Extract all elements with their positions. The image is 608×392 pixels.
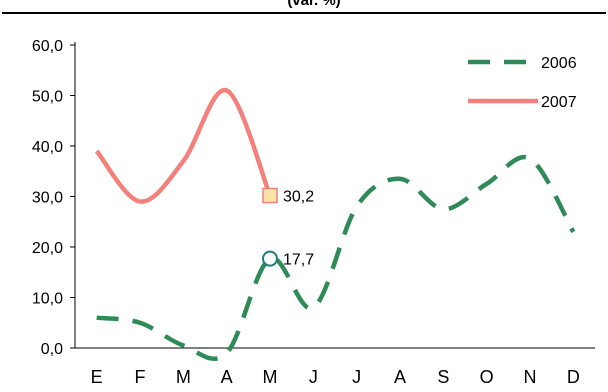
axes: 0,0 10,0 20,0 30,0 40,0 50,0 60,0 E F M A M J J A S O N D xyxy=(32,38,595,387)
legend-label-2007: 2007 xyxy=(541,94,577,111)
y-tick-label: 30,0 xyxy=(32,190,63,207)
y-tick-label: 0,0 xyxy=(41,341,63,358)
marker-2006 xyxy=(262,250,278,267)
x-tick-label: N xyxy=(524,367,537,387)
series-line-2007 xyxy=(94,88,273,204)
y-tick-label: 10,0 xyxy=(32,291,63,308)
y-tick-label: 40,0 xyxy=(32,139,63,156)
y-tick-label: 50,0 xyxy=(32,89,63,106)
x-tick-label: M xyxy=(263,367,278,387)
legend-label-2006: 2006 xyxy=(541,55,577,72)
marker-2007 xyxy=(262,187,278,204)
y-tick-label: 60,0 xyxy=(32,38,63,55)
x-tick-label: F xyxy=(135,367,146,387)
x-tick-label: M xyxy=(176,367,191,387)
x-tick-label: E xyxy=(91,367,103,387)
x-tick-label: O xyxy=(480,367,494,387)
x-tick-label: A xyxy=(221,367,233,387)
x-tick-label: D xyxy=(567,367,580,387)
x-tick-label: A xyxy=(394,367,406,387)
series-layer xyxy=(94,88,576,361)
legend: 2006 2007 xyxy=(468,55,577,111)
x-tick-label: J xyxy=(352,367,361,387)
x-tick-label: S xyxy=(437,367,449,387)
chart-title: (var. %) xyxy=(287,0,340,9)
x-tick-label: J xyxy=(309,367,318,387)
data-label-2006: 17,7 xyxy=(283,252,314,269)
series-line-2006 xyxy=(96,154,576,361)
annotation-layer: 17,7 30,2 xyxy=(262,187,314,269)
data-label-2007: 30,2 xyxy=(283,188,314,205)
y-tick-label: 20,0 xyxy=(32,240,63,257)
